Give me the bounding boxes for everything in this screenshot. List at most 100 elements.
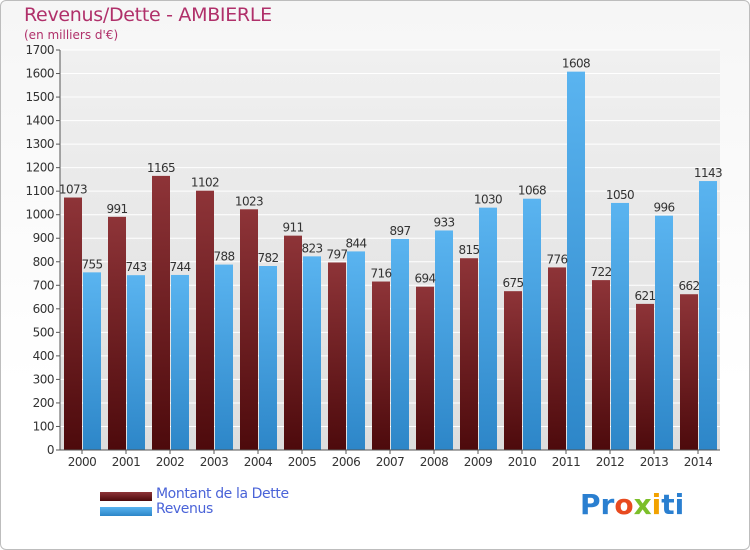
value-label-revenus: 1143: [694, 166, 722, 180]
bar-revenus: [391, 238, 409, 450]
y-tick-label: 900: [33, 231, 54, 245]
bar-dette: [240, 209, 258, 450]
value-label-dette: 662: [678, 279, 699, 293]
bar-revenus: [83, 272, 101, 450]
y-tick-label: 1400: [25, 114, 54, 128]
value-label-revenus: 755: [81, 257, 102, 271]
value-label-revenus: 996: [653, 201, 674, 215]
x-tick-label: 2000: [68, 455, 97, 469]
x-tick-label: 2012: [596, 455, 625, 469]
bar-revenus: [435, 230, 453, 450]
y-tick-label: 1700: [25, 43, 54, 57]
bar-revenus: [523, 198, 541, 450]
x-tick-label: 2005: [288, 455, 317, 469]
bar-revenus: [347, 251, 365, 450]
x-tick-label: 2011: [552, 455, 581, 469]
bar-revenus: [655, 215, 673, 450]
y-tick-label: 0: [47, 443, 54, 457]
y-tick-label: 800: [33, 255, 54, 269]
value-label-revenus: 844: [345, 236, 366, 250]
y-tick-label: 1600: [25, 67, 54, 81]
value-label-dette: 694: [414, 272, 435, 286]
bar-dette: [108, 216, 126, 450]
x-tick-label: 2008: [420, 455, 449, 469]
x-tick-label: 2006: [332, 455, 361, 469]
bar-dette: [416, 286, 434, 450]
x-tick-label: 2007: [376, 455, 405, 469]
y-tick-label: 1100: [25, 184, 54, 198]
value-label-dette: 1102: [191, 176, 219, 190]
bar-dette: [460, 258, 478, 450]
bar-revenus: [699, 181, 717, 450]
proxiti-logo: Proxiti: [580, 488, 685, 521]
value-label-dette: 1165: [147, 161, 175, 175]
value-label-revenus: 1068: [518, 184, 546, 198]
x-tick-label: 2014: [684, 455, 713, 469]
y-tick-label: 700: [33, 278, 54, 292]
y-tick-label: 100: [33, 419, 54, 433]
value-label-revenus: 1030: [474, 193, 502, 207]
value-label-dette: 675: [502, 276, 523, 290]
y-tick-label: 400: [33, 349, 54, 363]
y-tick-label: 600: [33, 302, 54, 316]
legend-swatch-revenus: [100, 507, 152, 516]
x-tick-label: 2010: [508, 455, 537, 469]
value-label-dette: 776: [546, 252, 567, 266]
value-label-dette: 797: [326, 247, 347, 261]
value-label-dette: 621: [634, 289, 655, 303]
bar-chart: 1073 755 991 743 1165 744 1102 788 1023 782 911 823…: [25, 43, 722, 469]
y-tick-label: 1200: [25, 161, 54, 175]
value-label-dette: 716: [370, 267, 391, 281]
bar-dette: [64, 197, 82, 450]
y-tick-label: 500: [33, 325, 54, 339]
x-tick-label: 2002: [156, 455, 185, 469]
legend-swatch-dette: [100, 492, 152, 501]
value-label-dette: 991: [106, 202, 127, 216]
x-tick-label: 2003: [200, 455, 229, 469]
bar-dette: [196, 190, 214, 451]
value-label-dette: 911: [282, 221, 303, 235]
chart-subtitle: (en milliers d'€): [24, 28, 119, 42]
bar-revenus: [303, 256, 321, 450]
bar-dette: [548, 267, 566, 450]
bar-revenus: [127, 275, 145, 450]
value-label-dette: 1023: [235, 194, 263, 208]
legend-label-revenus: Revenus: [156, 501, 213, 517]
value-label-revenus: 823: [301, 241, 322, 255]
value-label-dette: 815: [458, 243, 479, 257]
value-label-revenus: 743: [125, 260, 146, 274]
value-label-revenus: 1050: [606, 188, 634, 202]
value-label-revenus: 744: [169, 260, 190, 274]
value-label-revenus: 933: [433, 215, 454, 229]
y-tick-label: 300: [33, 372, 54, 386]
bar-dette: [284, 235, 302, 450]
bar-revenus: [259, 266, 277, 450]
bar-revenus: [611, 202, 629, 450]
x-tick-label: 2013: [640, 455, 669, 469]
bar-dette: [680, 294, 698, 450]
x-tick-label: 2004: [244, 455, 273, 469]
bar-revenus: [479, 207, 497, 450]
y-tick-label: 200: [33, 396, 54, 410]
value-label-dette: 1073: [59, 183, 87, 197]
x-tick-label: 2001: [112, 455, 141, 469]
chart-title: Revenus/Dette - AMBIERLE: [24, 4, 272, 26]
x-tick-label: 2009: [464, 455, 493, 469]
bar-revenus: [171, 274, 189, 450]
bar-dette: [636, 303, 654, 450]
y-tick-label: 1300: [25, 137, 54, 151]
value-label-revenus: 897: [389, 224, 410, 238]
bar-dette: [372, 281, 390, 450]
bar-dette: [152, 175, 170, 450]
value-label-dette: 722: [590, 265, 611, 279]
bar-revenus: [567, 71, 585, 450]
bar-dette: [504, 291, 522, 450]
y-tick-label: 1000: [25, 208, 54, 222]
value-label-revenus: 1608: [562, 57, 590, 71]
y-tick-label: 1500: [25, 90, 54, 104]
bar-dette: [328, 262, 346, 450]
value-label-revenus: 788: [213, 250, 234, 264]
bar-dette: [592, 280, 610, 450]
legend-label-dette: Montant de la Dette: [156, 486, 289, 502]
bar-revenus: [215, 264, 233, 450]
